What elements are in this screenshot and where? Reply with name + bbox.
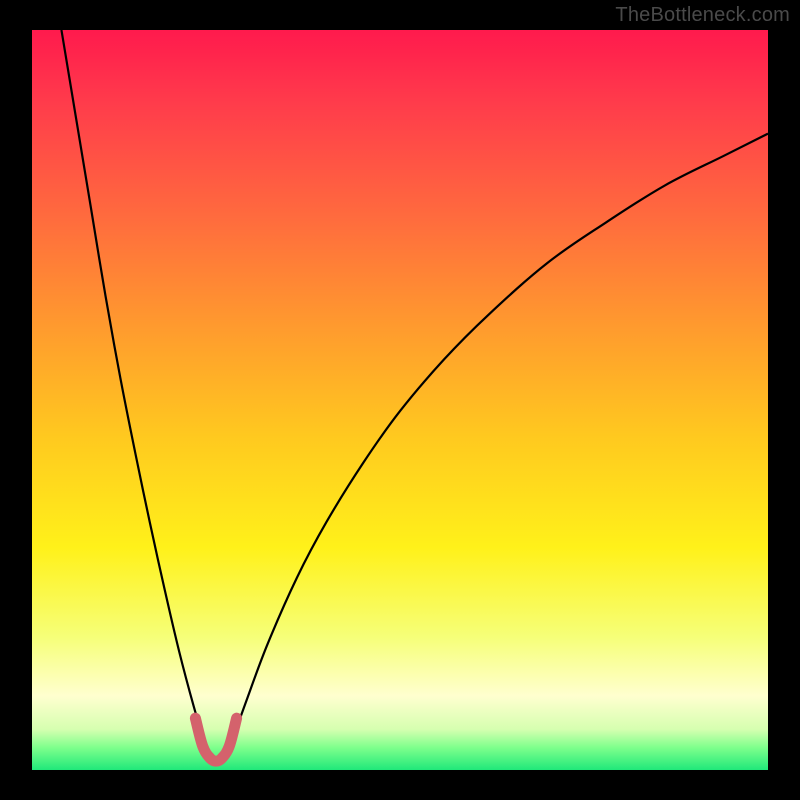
plot-background (32, 30, 768, 770)
watermark-text: TheBottleneck.com (615, 4, 790, 27)
bottleneck-curve-chart (0, 0, 800, 800)
chart-canvas: TheBottleneck.com (0, 0, 800, 800)
